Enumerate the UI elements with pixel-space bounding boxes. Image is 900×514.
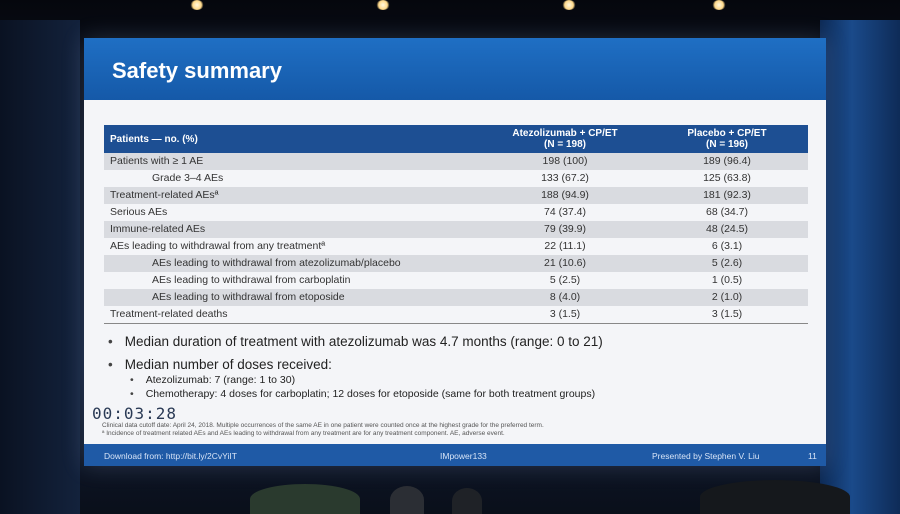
table-row: Immune-related AEs 79 (39.9) 48 (24.5) bbox=[104, 221, 808, 238]
atezo-value: 22 (11.1) bbox=[484, 238, 646, 255]
row-label: Patients with ≥ 1 AE bbox=[104, 153, 484, 170]
row-label: Treatment-related AEsª bbox=[104, 187, 484, 204]
panelist-silhouette bbox=[390, 486, 424, 514]
atezo-value: 3 (1.5) bbox=[484, 306, 646, 324]
slide-title: Safety summary bbox=[112, 58, 282, 83]
audience-silhouette bbox=[250, 484, 360, 514]
placebo-value: 5 (2.6) bbox=[646, 255, 808, 272]
table-row: Treatment-related deaths 3 (1.5) 3 (1.5) bbox=[104, 306, 808, 324]
download-link[interactable]: Download from: http://bit.ly/2CvYiIT bbox=[104, 451, 237, 461]
row-label: Serious AEs bbox=[104, 204, 484, 221]
table-row: AEs leading to withdrawal from atezolizu… bbox=[104, 255, 808, 272]
row-label: AEs leading to withdrawal from carboplat… bbox=[104, 272, 484, 289]
placebo-value: 3 (1.5) bbox=[646, 306, 808, 324]
atezo-value: 133 (67.2) bbox=[484, 170, 646, 187]
atezo-value: 74 (37.4) bbox=[484, 204, 646, 221]
atezo-value: 8 (4.0) bbox=[484, 289, 646, 306]
placebo-value: 6 (3.1) bbox=[646, 238, 808, 255]
ceiling-light bbox=[376, 0, 390, 10]
sub-bullet-atezolizumab: Atezolizumab: 7 (range: 1 to 30) bbox=[130, 374, 603, 386]
ceiling-light bbox=[562, 0, 576, 10]
table-row: Treatment-related AEsª 188 (94.9) 181 (9… bbox=[104, 187, 808, 204]
page-number: 11 bbox=[808, 451, 817, 461]
presenter-credit: Presented by Stephen V. Liu bbox=[652, 451, 760, 461]
panelist-silhouette bbox=[452, 488, 482, 514]
stage-curtain-right bbox=[820, 20, 900, 514]
placebo-value: 1 (0.5) bbox=[646, 272, 808, 289]
slide-header-bar: Safety summary bbox=[84, 38, 826, 100]
table-row: AEs leading to withdrawal from any treat… bbox=[104, 238, 808, 255]
row-label: AEs leading to withdrawal from any treat… bbox=[104, 238, 484, 255]
placebo-value: 48 (24.5) bbox=[646, 221, 808, 238]
safety-table: Patients — no. (%) Atezolizumab + CP/ET … bbox=[104, 125, 808, 324]
placebo-value: 189 (96.4) bbox=[646, 153, 808, 170]
audience-silhouette bbox=[700, 480, 850, 514]
placebo-value: 68 (34.7) bbox=[646, 204, 808, 221]
row-label: Grade 3–4 AEs bbox=[104, 170, 484, 187]
row-label: Immune-related AEs bbox=[104, 221, 484, 238]
placebo-value: 125 (63.8) bbox=[646, 170, 808, 187]
video-timestamp-overlay: 00:03:28 bbox=[92, 404, 178, 423]
footnotes: Clinical data cutoff date: April 24, 201… bbox=[102, 422, 802, 438]
table-row: Serious AEs 74 (37.4) 68 (34.7) bbox=[104, 204, 808, 221]
placebo-value: 181 (92.3) bbox=[646, 187, 808, 204]
atezo-value: 5 (2.5) bbox=[484, 272, 646, 289]
col-header-placebo: Placebo + CP/ET (N = 196) bbox=[646, 125, 808, 153]
stage-curtain-left bbox=[0, 20, 80, 514]
row-label: AEs leading to withdrawal from atezolizu… bbox=[104, 255, 484, 272]
bullet-median-doses: Median number of doses received: bbox=[108, 357, 603, 372]
study-name: IMpower133 bbox=[440, 451, 487, 461]
table-row: AEs leading to withdrawal from carboplat… bbox=[104, 272, 808, 289]
footnote-cutoff: Clinical data cutoff date: April 24, 201… bbox=[102, 422, 544, 429]
atezo-value: 21 (10.6) bbox=[484, 255, 646, 272]
table-row: Patients with ≥ 1 AE 198 (100) 189 (96.4… bbox=[104, 153, 808, 170]
projected-slide: Safety summary Patients — no. (%) Atezol… bbox=[84, 38, 826, 466]
col-header-patients: Patients — no. (%) bbox=[104, 125, 484, 153]
table-row: Grade 3–4 AEs 133 (67.2) 125 (63.8) bbox=[104, 170, 808, 187]
slide-footer-bar: Download from: http://bit.ly/2CvYiIT IMp… bbox=[84, 444, 826, 466]
table-row: AEs leading to withdrawal from etoposide… bbox=[104, 289, 808, 306]
bullet-median-duration: Median duration of treatment with atezol… bbox=[108, 334, 603, 349]
atezo-value: 198 (100) bbox=[484, 153, 646, 170]
placebo-value: 2 (1.0) bbox=[646, 289, 808, 306]
row-label: Treatment-related deaths bbox=[104, 306, 484, 324]
row-label: AEs leading to withdrawal from etoposide bbox=[104, 289, 484, 306]
ceiling-light bbox=[712, 0, 726, 10]
footnote-incidence: ª Incidence of treatment related AEs and… bbox=[102, 430, 505, 437]
ceiling-light bbox=[190, 0, 204, 10]
col-header-atezolizumab: Atezolizumab + CP/ET (N = 198) bbox=[484, 125, 646, 153]
sub-bullet-chemotherapy: Chemotherapy: 4 doses for carboplatin; 1… bbox=[130, 388, 603, 400]
atezo-value: 188 (94.9) bbox=[484, 187, 646, 204]
atezo-value: 79 (39.9) bbox=[484, 221, 646, 238]
table-header-row: Patients — no. (%) Atezolizumab + CP/ET … bbox=[104, 125, 808, 153]
bullet-list: Median duration of treatment with atezol… bbox=[108, 334, 603, 400]
